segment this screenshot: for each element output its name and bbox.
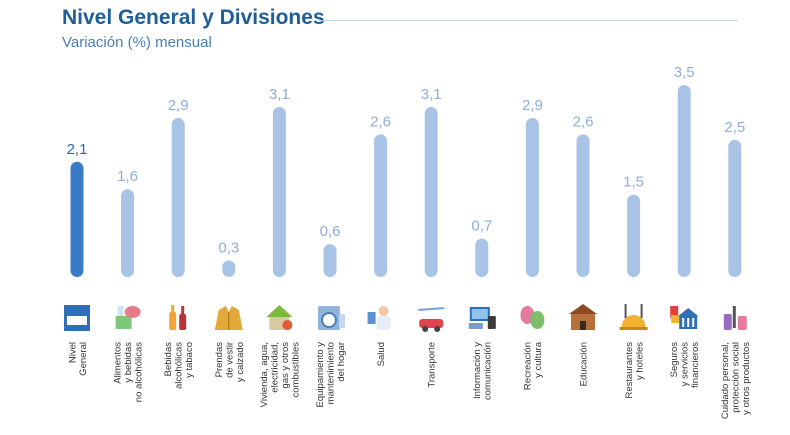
bar-13 [728,139,742,277]
value-label-4: 3,1 [269,86,290,103]
bar-12 [677,85,691,277]
value-labels-group: 2,1 1,6 2,9 0,3 3,1 0,6 2,6 3,1 0,7 2,9 2,6 1,5 3,5 2… [67,64,746,257]
bars-group [70,85,742,278]
jacket-icon [214,306,243,330]
page-subtitle: Variación (%) mensual [62,34,212,51]
page-title: Nivel General y Divisiones [62,6,325,29]
restaurant-icon [619,304,648,330]
value-label-3: 0,3 [218,240,239,257]
category-label-5: Equipamiento ymantenimientodel hogar [315,342,347,408]
category-label-6: Salud [376,342,387,366]
theater-masks-icon [520,306,545,329]
value-label-1: 1,6 [117,168,138,185]
bar-8 [475,238,489,277]
washing-machine-icon [318,306,345,330]
bar-11 [627,194,641,277]
value-label-9: 2,9 [522,97,543,114]
house-icon [266,305,293,330]
devices-icon [468,307,496,329]
value-label-10: 2,6 [573,113,594,130]
value-label-0: 2,1 [67,141,88,158]
icons-group [64,304,747,332]
bottles-icon [169,305,187,330]
title-rule [318,20,738,21]
category-label-4: Vivienda, agua,electricidad,gas y otrosc… [259,342,302,408]
bar-1 [121,189,135,277]
category-label-8: Información ycomunicación [472,342,494,400]
food-icon [115,306,141,329]
category-label-13: Cuidado personal,protección socialy otro… [720,342,752,419]
value-label-13: 2,5 [724,119,745,136]
category-label-11: Restaurantesy hoteles [624,342,646,399]
category-label-12: Segurosy serviciosfinancieros [669,342,701,388]
value-label-7: 3,1 [421,86,442,103]
value-label-6: 2,6 [370,113,391,130]
bar-5 [323,244,337,277]
bar-6 [374,134,388,277]
category-label-10: Educación [579,342,590,386]
bar-3 [222,260,236,277]
category-label-0: NivelGeneral [67,342,89,376]
value-label-12: 3,5 [674,64,695,81]
bar-7 [424,106,438,277]
bar-10 [576,134,590,277]
value-label-11: 1,5 [623,174,644,191]
bar-4 [272,106,286,277]
transport-icon [417,307,446,332]
personal-care-icon [723,306,747,330]
value-label-5: 0,6 [320,223,341,240]
bank-icon [670,306,699,329]
category-label-7: Transporte [427,342,438,388]
school-icon [569,304,597,330]
doctor-icon [367,306,391,330]
category-label-1: Alimentosy bebidasno alcohólicas [113,342,145,402]
bar-0 [70,161,84,277]
category-labels-group: NivelGeneral Alimentosy bebidasno alcohól… [67,341,752,419]
bar-2 [171,117,185,278]
category-label-3: Prendasde vestiry calzado [214,342,246,382]
category-label-9: Recreacióny cultura [523,341,545,390]
category-label-2: Bebidasalcohólicasy tabaco [163,342,195,389]
value-label-8: 0,7 [471,218,492,235]
ipc-ba-logo-icon [64,305,90,331]
bar-9 [525,117,539,278]
value-label-2: 2,9 [168,97,189,114]
